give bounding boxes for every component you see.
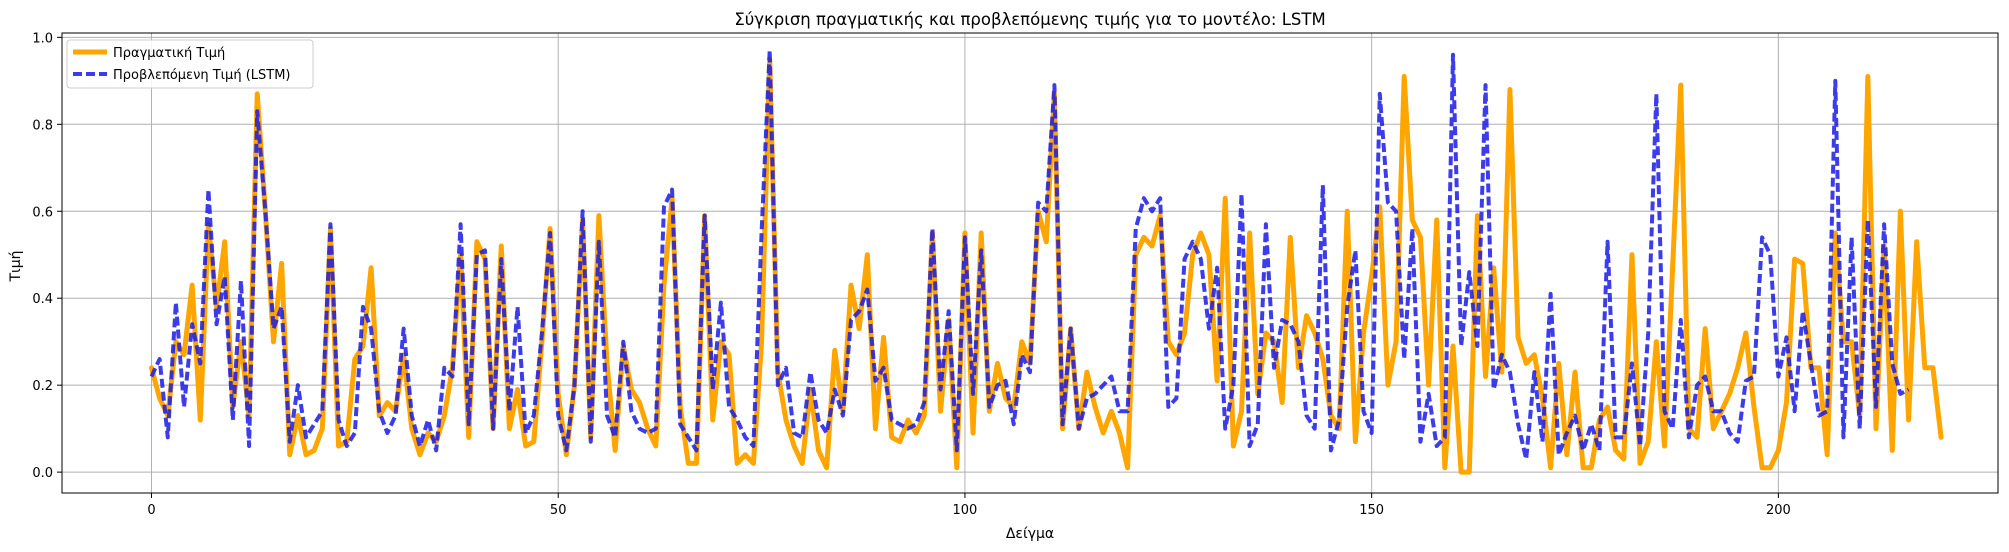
series-layer	[148, 48, 1944, 475]
legend: Πραγματική Τιμή Προβλεπόμενη Τιμή (LSTM)	[66, 39, 314, 89]
x-axis-label: Δείγμα	[1006, 526, 1054, 542]
y-axis-label: Τιμή	[8, 250, 24, 282]
series-line-actual	[148, 56, 1944, 475]
x-tick-label: 100	[953, 503, 978, 518]
chart-title: Σύγκριση πραγματικής και προβλεπόμενης τ…	[734, 10, 1325, 29]
y-tick-label: 0.4	[32, 292, 53, 307]
y-tick-label: 0.0	[32, 466, 53, 481]
y-tick-label: 0.6	[32, 205, 53, 220]
legend-box	[66, 39, 314, 89]
x-tick-label: 150	[1359, 503, 1384, 518]
axis-ticks: 0 50 100 150 200 0.0 0.2 0.4 0.6 0.8 1.0	[32, 31, 1790, 518]
y-tick-label: 1.0	[32, 31, 53, 46]
plot-frame	[61, 32, 1999, 494]
legend-label-actual: Πραγματική Τιμή	[113, 46, 225, 61]
y-tick-label: 0.8	[32, 118, 53, 133]
series-line-predicted	[149, 48, 1910, 462]
legend-label-predicted: Προβλεπόμενη Τιμή (LSTM)	[113, 68, 291, 83]
x-tick-label: 200	[1766, 503, 1791, 518]
x-tick-label: 50	[550, 503, 567, 518]
x-tick-label: 0	[147, 503, 155, 518]
y-tick-label: 0.2	[32, 379, 53, 394]
